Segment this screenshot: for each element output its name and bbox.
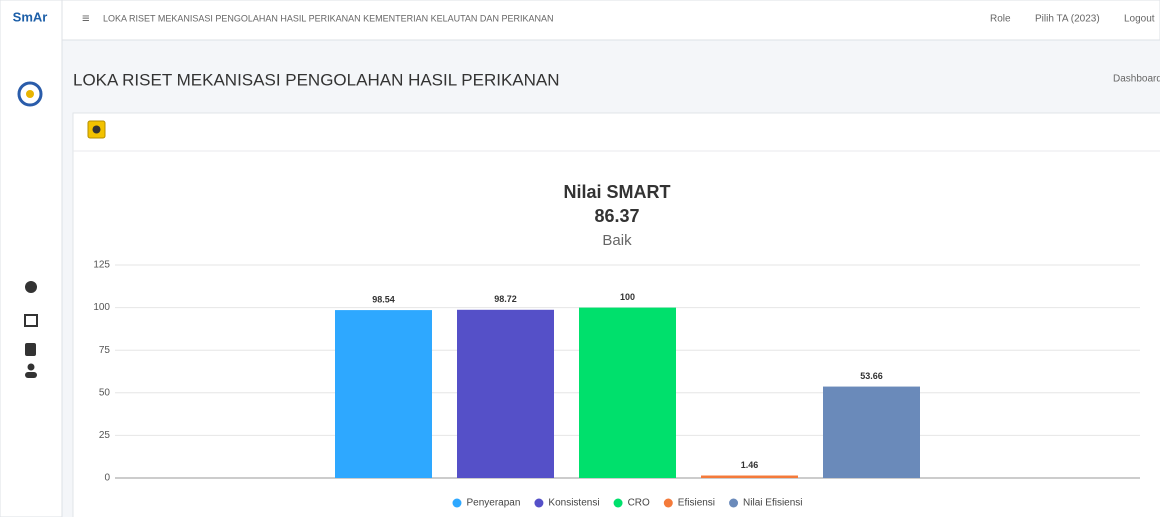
chart-score: 86.37 — [594, 206, 639, 226]
legend-label: Penyerapan — [466, 498, 520, 509]
y-tick-label: 0 — [104, 473, 110, 484]
value-label: 98.72 — [494, 294, 517, 304]
logo[interactable]: SmAr — [13, 9, 48, 24]
legend-marker — [452, 498, 462, 508]
y-tick-label: 75 — [99, 345, 111, 356]
nav-year[interactable]: Pilih TA (2023) — [1035, 14, 1100, 25]
legend-label: CRO — [628, 498, 650, 509]
y-tick-label: 50 — [99, 387, 111, 398]
y-tick-label: 100 — [93, 302, 110, 313]
navbar — [61, 0, 1160, 41]
value-label: 98.54 — [372, 294, 395, 304]
menu-toggle[interactable]: ≡ — [82, 10, 90, 25]
bar — [335, 310, 432, 478]
nav-logout[interactable]: Logout — [1124, 14, 1155, 25]
sidebar — [0, 0, 63, 517]
nav-role[interactable]: Role — [990, 14, 1011, 25]
bar — [823, 386, 920, 478]
icon-book[interactable] — [25, 343, 36, 356]
legend-label: Konsistensi — [548, 498, 599, 509]
page-heading: LOKA RISET MEKANISASI PENGOLAHAN HASIL P… — [73, 70, 560, 89]
y-tick-label: 25 — [99, 430, 111, 441]
value-label: 53.66 — [860, 371, 883, 381]
y-tick-label: 125 — [93, 260, 110, 271]
icon-edit[interactable] — [24, 314, 38, 327]
bar — [701, 475, 798, 478]
emblem-core — [26, 90, 34, 98]
legend-marker — [534, 498, 544, 508]
legend-label: Efisiensi — [678, 498, 715, 509]
chart-rating: Baik — [602, 232, 632, 249]
chart-title: Nilai SMART — [563, 182, 670, 202]
icon-user-body[interactable] — [25, 372, 37, 378]
icon-user[interactable] — [27, 363, 35, 371]
breadcrumb[interactable]: Dashboard — [1113, 74, 1160, 85]
value-label: 1.46 — [741, 460, 759, 470]
legend-marker — [729, 498, 739, 508]
card-icon-glyph — [92, 125, 101, 134]
legend-label: Nilai Efisiensi — [743, 498, 802, 509]
legend-marker — [613, 498, 623, 508]
legend-marker — [663, 498, 673, 508]
bar — [579, 307, 676, 478]
icon-dashboard[interactable] — [25, 281, 37, 293]
navbar-title: LOKA RISET MEKANISASI PENGOLAHAN HASIL P… — [103, 13, 553, 23]
value-label: 100 — [620, 292, 635, 302]
bar — [457, 309, 554, 478]
